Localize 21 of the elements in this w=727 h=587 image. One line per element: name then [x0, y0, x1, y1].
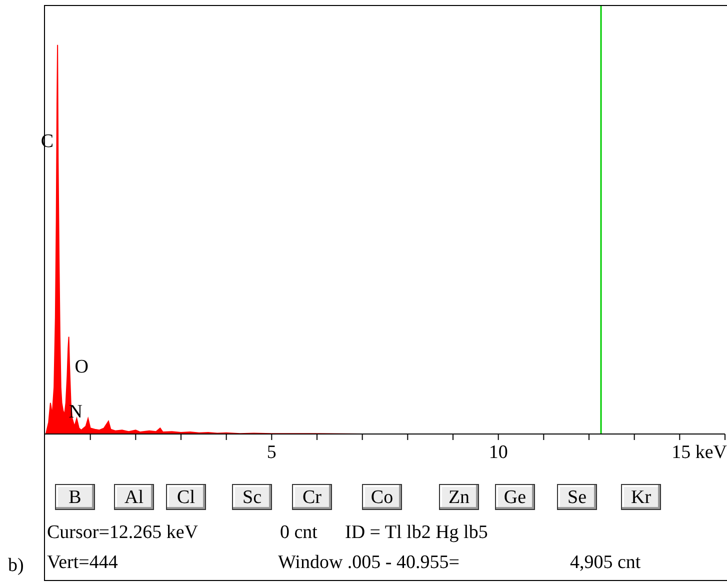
text: b) [8, 555, 24, 577]
text: Window .005 - 40.955= [278, 552, 460, 574]
text: ID = Tl lb2 Hg lb5 [345, 522, 488, 544]
element-button[interactable]: Cl [166, 484, 206, 510]
element-button[interactable]: B [55, 484, 95, 510]
element-button[interactable]: Zn [439, 484, 479, 510]
element-button[interactable]: Sc [232, 484, 272, 510]
element-button[interactable]: Al [114, 484, 154, 510]
x-tick-label: 5 [266, 442, 276, 463]
x-tick-label: 10 [488, 442, 508, 463]
element-button[interactable]: Kr [621, 484, 661, 510]
x-tick-label: 15 keV [672, 442, 727, 463]
element-button[interactable]: Se [557, 484, 597, 510]
element-button[interactable]: Ge [495, 484, 535, 510]
text: Vert=444 [47, 552, 118, 574]
annotation: O [74, 356, 89, 378]
text: 0 cnt [280, 522, 318, 544]
element-button[interactable]: Cr [292, 484, 332, 510]
text: 4,905 cnt [570, 552, 641, 574]
element-button[interactable]: Co [362, 484, 402, 510]
text: Cursor=12.265 keV [47, 522, 198, 544]
